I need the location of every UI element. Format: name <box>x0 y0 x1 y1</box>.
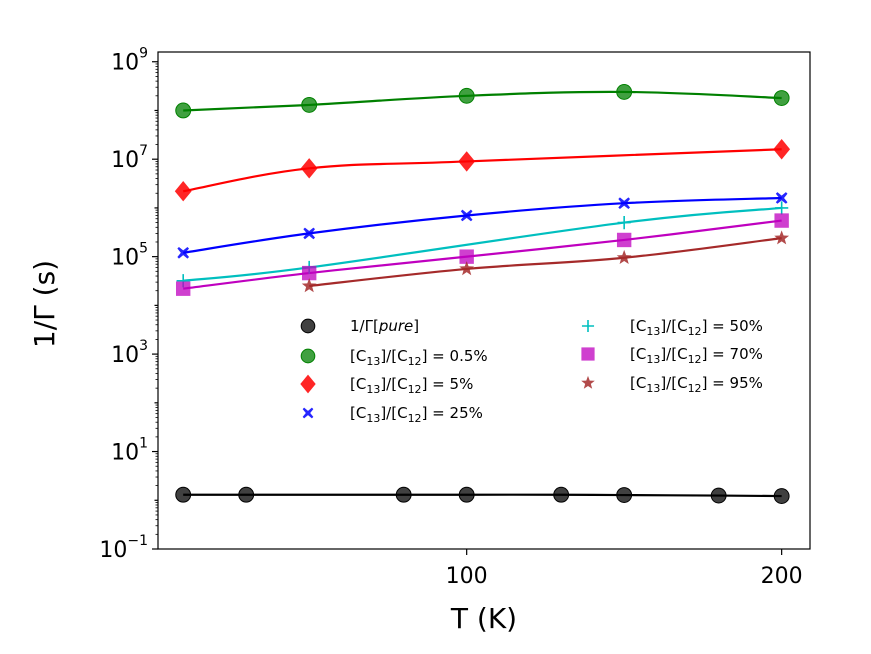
data-point-70% <box>459 249 474 264</box>
data-point-pure <box>710 487 727 504</box>
legend-label-0.5%: [C13]/[C12] = 0.5% <box>350 347 488 368</box>
data-point-25% <box>775 192 788 204</box>
legend: 1/Γ[pure] [C13]/[C12] = 0.5% [C13]/[C12] =… <box>300 317 763 425</box>
data-point-0.5% <box>301 96 318 113</box>
legend-marker-25% <box>302 407 314 419</box>
legend-label-70%: [C13]/[C12] = 70% <box>630 345 763 366</box>
data-point-0.5% <box>616 84 633 100</box>
data-point-95% <box>301 278 317 293</box>
data-point-5% <box>174 181 192 202</box>
data-point-50% <box>775 201 789 215</box>
data-point-70% <box>301 265 317 281</box>
data-point-70% <box>774 213 789 228</box>
legend-marker-0.5% <box>300 348 316 364</box>
legend-marker-5% <box>300 374 316 394</box>
legend-marker-95% <box>581 375 595 389</box>
data-point-pure <box>553 486 570 503</box>
series-markers <box>174 84 791 505</box>
y-tick-label: 101 <box>111 436 148 466</box>
plot-frame <box>157 51 811 550</box>
legend-marker-70% <box>581 347 595 361</box>
y-axis-ticks: 10−1 101 103 105 107 109 <box>99 46 158 563</box>
series-lines <box>183 90 782 498</box>
legend-label-50%: [C13]/[C12] = 50% <box>630 317 763 338</box>
y-tick-label: 10−1 <box>99 533 148 563</box>
data-point-0.5% <box>458 87 475 104</box>
data-point-pure <box>458 486 475 503</box>
data-point-pure <box>238 486 255 503</box>
data-point-pure <box>616 487 633 503</box>
data-point-25% <box>618 197 630 210</box>
data-point-25% <box>177 246 190 259</box>
series-line-5% <box>183 148 782 193</box>
x-axis-label: T (K) <box>450 602 517 635</box>
series-line-50% <box>183 206 782 282</box>
y-tick-label: 109 <box>111 46 148 76</box>
legend-marker-50% <box>581 319 595 333</box>
y-tick-label: 107 <box>111 143 148 173</box>
data-point-pure <box>395 486 412 503</box>
legend-label-95%: [C13]/[C12] = 95% <box>630 374 763 395</box>
data-point-0.5% <box>175 102 192 119</box>
data-point-5% <box>300 158 318 179</box>
series-line-25% <box>183 196 782 254</box>
legend-label-25%: [C13]/[C12] = 25% <box>350 404 483 425</box>
y-tick-label: 103 <box>111 338 148 368</box>
data-point-50% <box>617 215 631 230</box>
y-axis-label: 1/Γ (s) <box>28 260 61 348</box>
data-point-95% <box>774 230 790 245</box>
data-point-25% <box>460 209 473 222</box>
data-point-0.5% <box>773 90 790 106</box>
y-tick-label: 105 <box>111 241 148 271</box>
series-line-95% <box>309 237 782 288</box>
legend-label-pure: 1/Γ[pure] <box>350 317 419 335</box>
data-point-95% <box>616 249 632 265</box>
series-line-pure <box>183 493 782 498</box>
series-line-70% <box>183 219 782 290</box>
legend-marker-pure <box>300 318 316 334</box>
x-tick-label: 200 <box>761 564 803 589</box>
data-point-5% <box>458 151 476 172</box>
data-point-70% <box>175 281 191 296</box>
series-line-0.5% <box>183 90 782 112</box>
data-point-pure <box>773 488 790 505</box>
data-point-5% <box>773 139 791 160</box>
x-axis-ticks: 100 200 <box>446 549 803 589</box>
legend-label-5%: [C13]/[C12] = 5% <box>350 375 473 396</box>
data-point-25% <box>303 227 316 240</box>
data-point-70% <box>616 232 632 248</box>
data-point-95% <box>459 261 475 276</box>
data-point-pure <box>175 486 192 503</box>
x-tick-label: 100 <box>446 564 488 589</box>
